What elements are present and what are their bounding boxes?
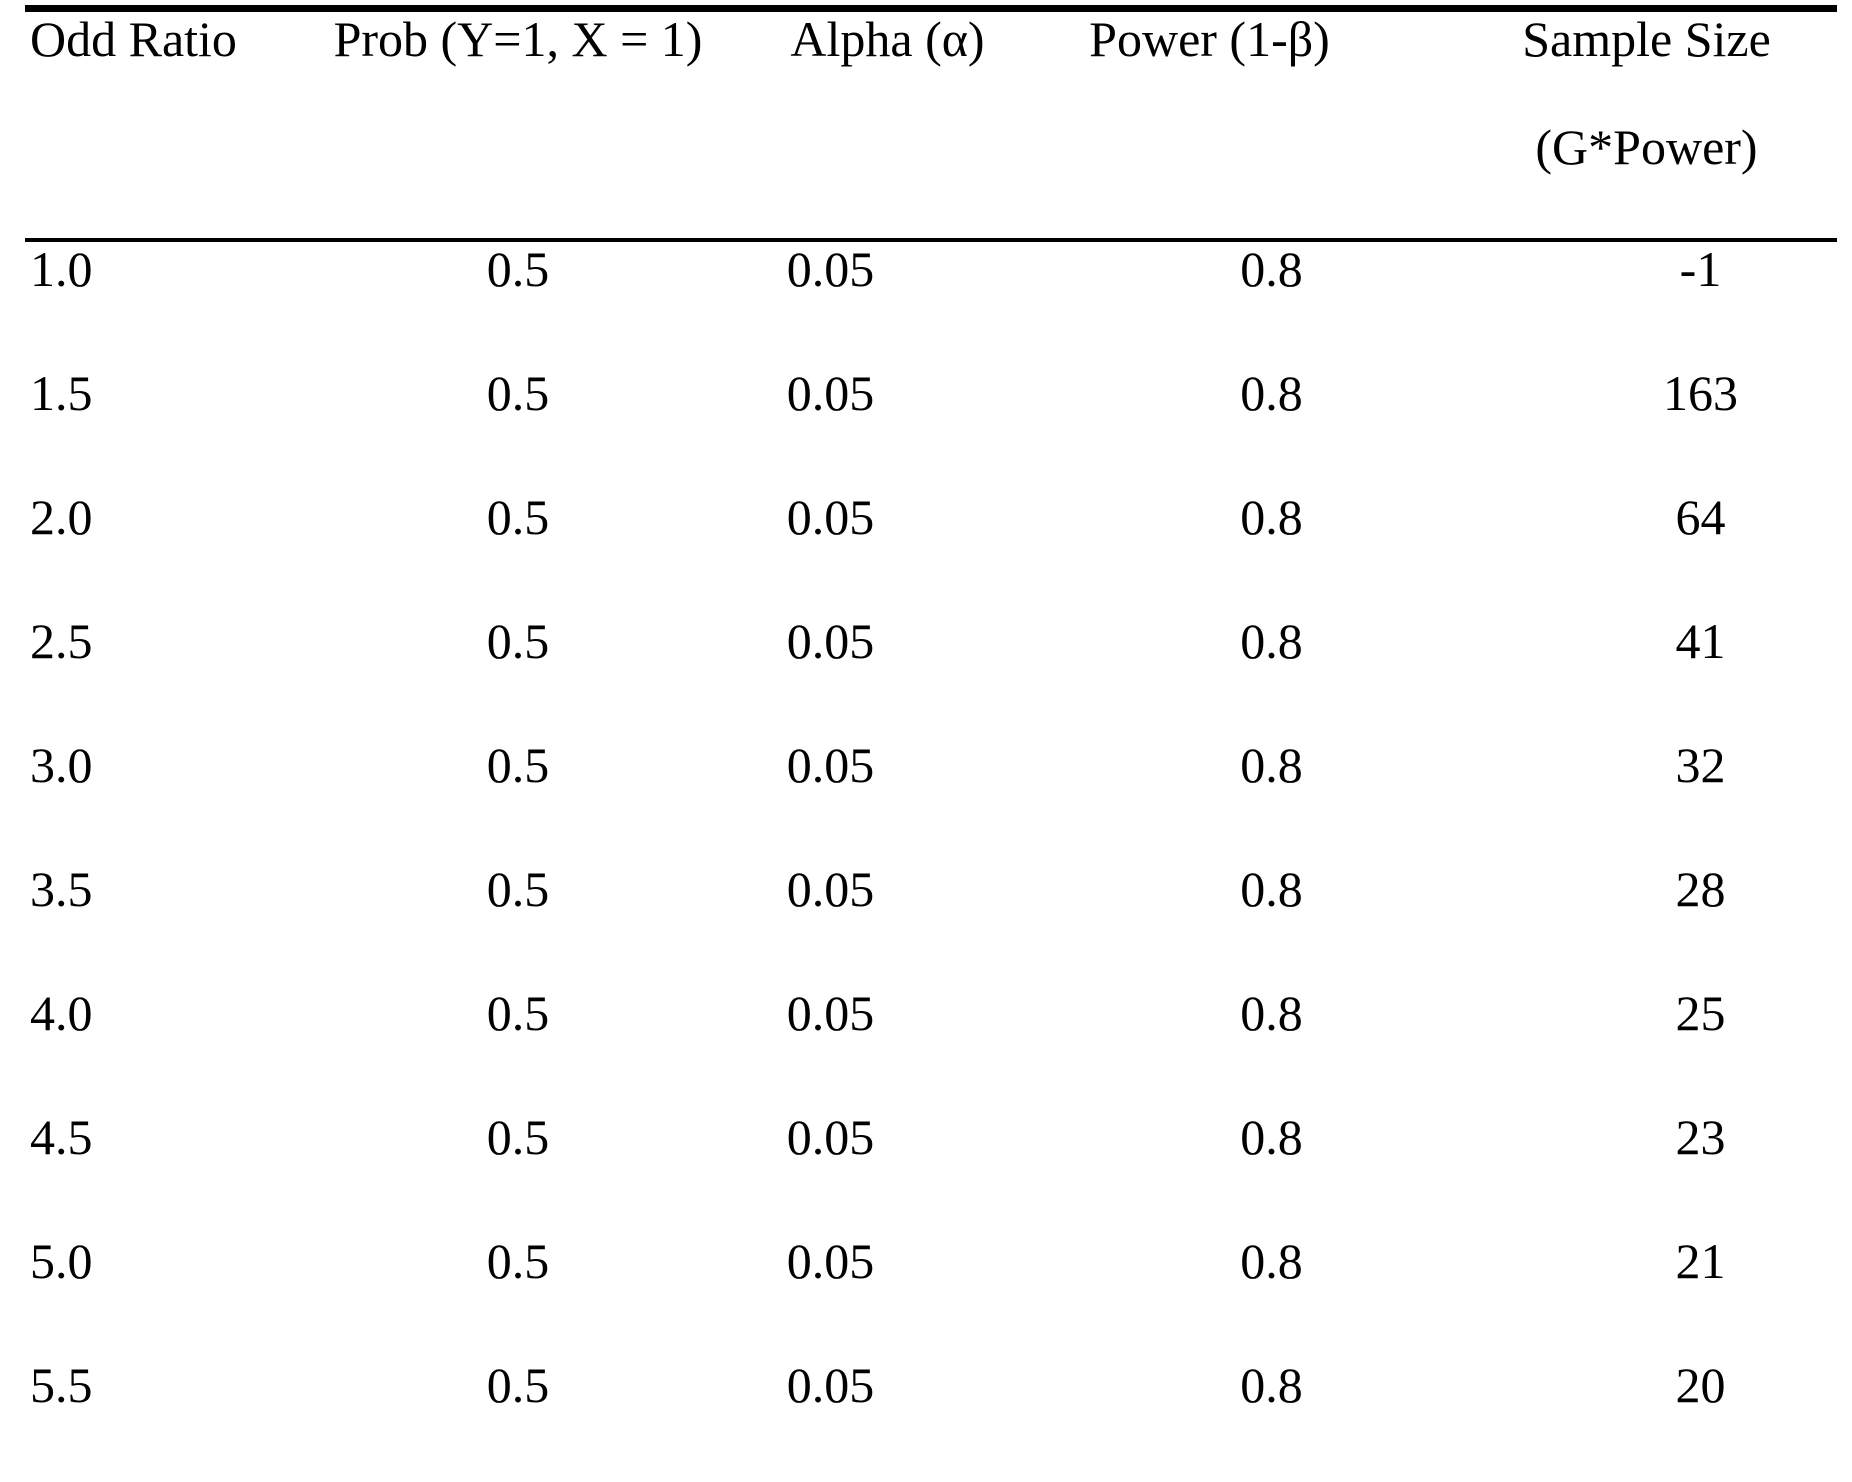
table-cell: 0.05	[786, 613, 875, 669]
table-cell: 0.8	[1240, 1109, 1303, 1165]
table-cell: 2.0	[30, 489, 93, 545]
table-cell: 0.05	[786, 489, 875, 545]
table-cell: 0.8	[1240, 861, 1303, 917]
table-row: 4.0 0.5 0.05 0.8 25	[25, 986, 1837, 1110]
table-row: 3.0 0.5 0.05 0.8 32	[25, 738, 1837, 862]
table-header: Odd Ratio Prob (Y=1, X = 1) Alpha (α) Po…	[25, 12, 1837, 242]
table-cell: 163	[1663, 365, 1738, 421]
table-cell: 0.5	[486, 1357, 550, 1413]
table-cell: 32	[1675, 737, 1726, 793]
table-cell: 0.05	[786, 1233, 875, 1289]
sample-size-subheader: (G*Power)	[1535, 119, 1758, 175]
table-cell: 3.0	[30, 737, 93, 793]
table-cell: 0.5	[486, 985, 550, 1041]
table-cell: 5.5	[30, 1357, 93, 1413]
table-cell: 0.8	[1240, 737, 1303, 793]
power-analysis-table: Odd Ratio Prob (Y=1, X = 1) Alpha (α) Po…	[25, 5, 1837, 1482]
table-cell: 1.0	[30, 241, 93, 297]
table-cell: 0.05	[786, 737, 875, 793]
table-row: 5.5 0.5 0.05 0.8 20	[25, 1358, 1837, 1482]
table-cell: 1.5	[30, 365, 93, 421]
table-cell: 0.05	[786, 365, 875, 421]
table-cell: 25	[1675, 985, 1726, 1041]
table-row: 1.5 0.5 0.05 0.8 163	[25, 366, 1837, 490]
table-cell: 0.5	[486, 1233, 550, 1289]
table-cell: 5.0	[30, 1233, 93, 1289]
table-cell: 0.5	[486, 365, 550, 421]
table-row: 4.5 0.5 0.05 0.8 23	[25, 1110, 1837, 1234]
table-row: 3.5 0.5 0.05 0.8 28	[25, 862, 1837, 986]
table-header-row-1: Odd Ratio Prob (Y=1, X = 1) Alpha (α) Po…	[25, 12, 1837, 120]
column-header-power: Power (1-β)	[1089, 11, 1330, 67]
table-cell: 0.8	[1240, 365, 1303, 421]
table-cell: 0.05	[786, 985, 875, 1041]
table-cell: 21	[1675, 1233, 1726, 1289]
table-body: 1.0 0.5 0.05 0.8 -1 1.5 0.5 0.05 0.8 163 2.0 0.5 0.0…	[25, 242, 1837, 1482]
table-cell: -1	[1679, 241, 1722, 297]
table-cell: 0.5	[486, 241, 550, 297]
table-cell: 23	[1675, 1109, 1726, 1165]
table-cell: 0.5	[486, 737, 550, 793]
table-cell: 0.5	[486, 861, 550, 917]
table-cell: 0.8	[1240, 489, 1303, 545]
table-cell: 28	[1675, 861, 1726, 917]
table-cell: 0.05	[786, 1109, 875, 1165]
table-row: 1.0 0.5 0.05 0.8 -1	[25, 242, 1837, 366]
table-cell: 3.5	[30, 861, 93, 917]
column-header-alpha: Alpha (α)	[790, 11, 985, 67]
table-cell: 0.05	[786, 1357, 875, 1413]
table-cell: 0.8	[1240, 241, 1303, 297]
table-cell: 0.5	[486, 1109, 550, 1165]
table-cell: 0.05	[786, 241, 875, 297]
table-header-row-2: (G*Power)	[25, 120, 1837, 238]
table-row: 5.0 0.5 0.05 0.8 21	[25, 1234, 1837, 1358]
table-cell: 0.8	[1240, 1357, 1303, 1413]
table-cell: 64	[1675, 489, 1726, 545]
column-header-odd-ratio: Odd Ratio	[30, 11, 237, 67]
table-cell: 2.5	[30, 613, 93, 669]
column-header-prob: Prob (Y=1, X = 1)	[333, 11, 703, 67]
table-cell: 0.05	[786, 861, 875, 917]
column-header-sample-size: Sample Size	[1522, 11, 1771, 67]
table-cell: 0.8	[1240, 613, 1303, 669]
table-cell: 4.5	[30, 1109, 93, 1165]
table-cell: 0.5	[486, 489, 550, 545]
table-cell: 0.8	[1240, 985, 1303, 1041]
table-cell: 4.0	[30, 985, 93, 1041]
table-cell: 0.8	[1240, 1233, 1303, 1289]
table-cell: 41	[1675, 613, 1726, 669]
table-row: 2.0 0.5 0.05 0.8 64	[25, 490, 1837, 614]
table-row: 2.5 0.5 0.05 0.8 41	[25, 614, 1837, 738]
table-cell: 0.5	[486, 613, 550, 669]
table-cell: 20	[1675, 1357, 1726, 1413]
